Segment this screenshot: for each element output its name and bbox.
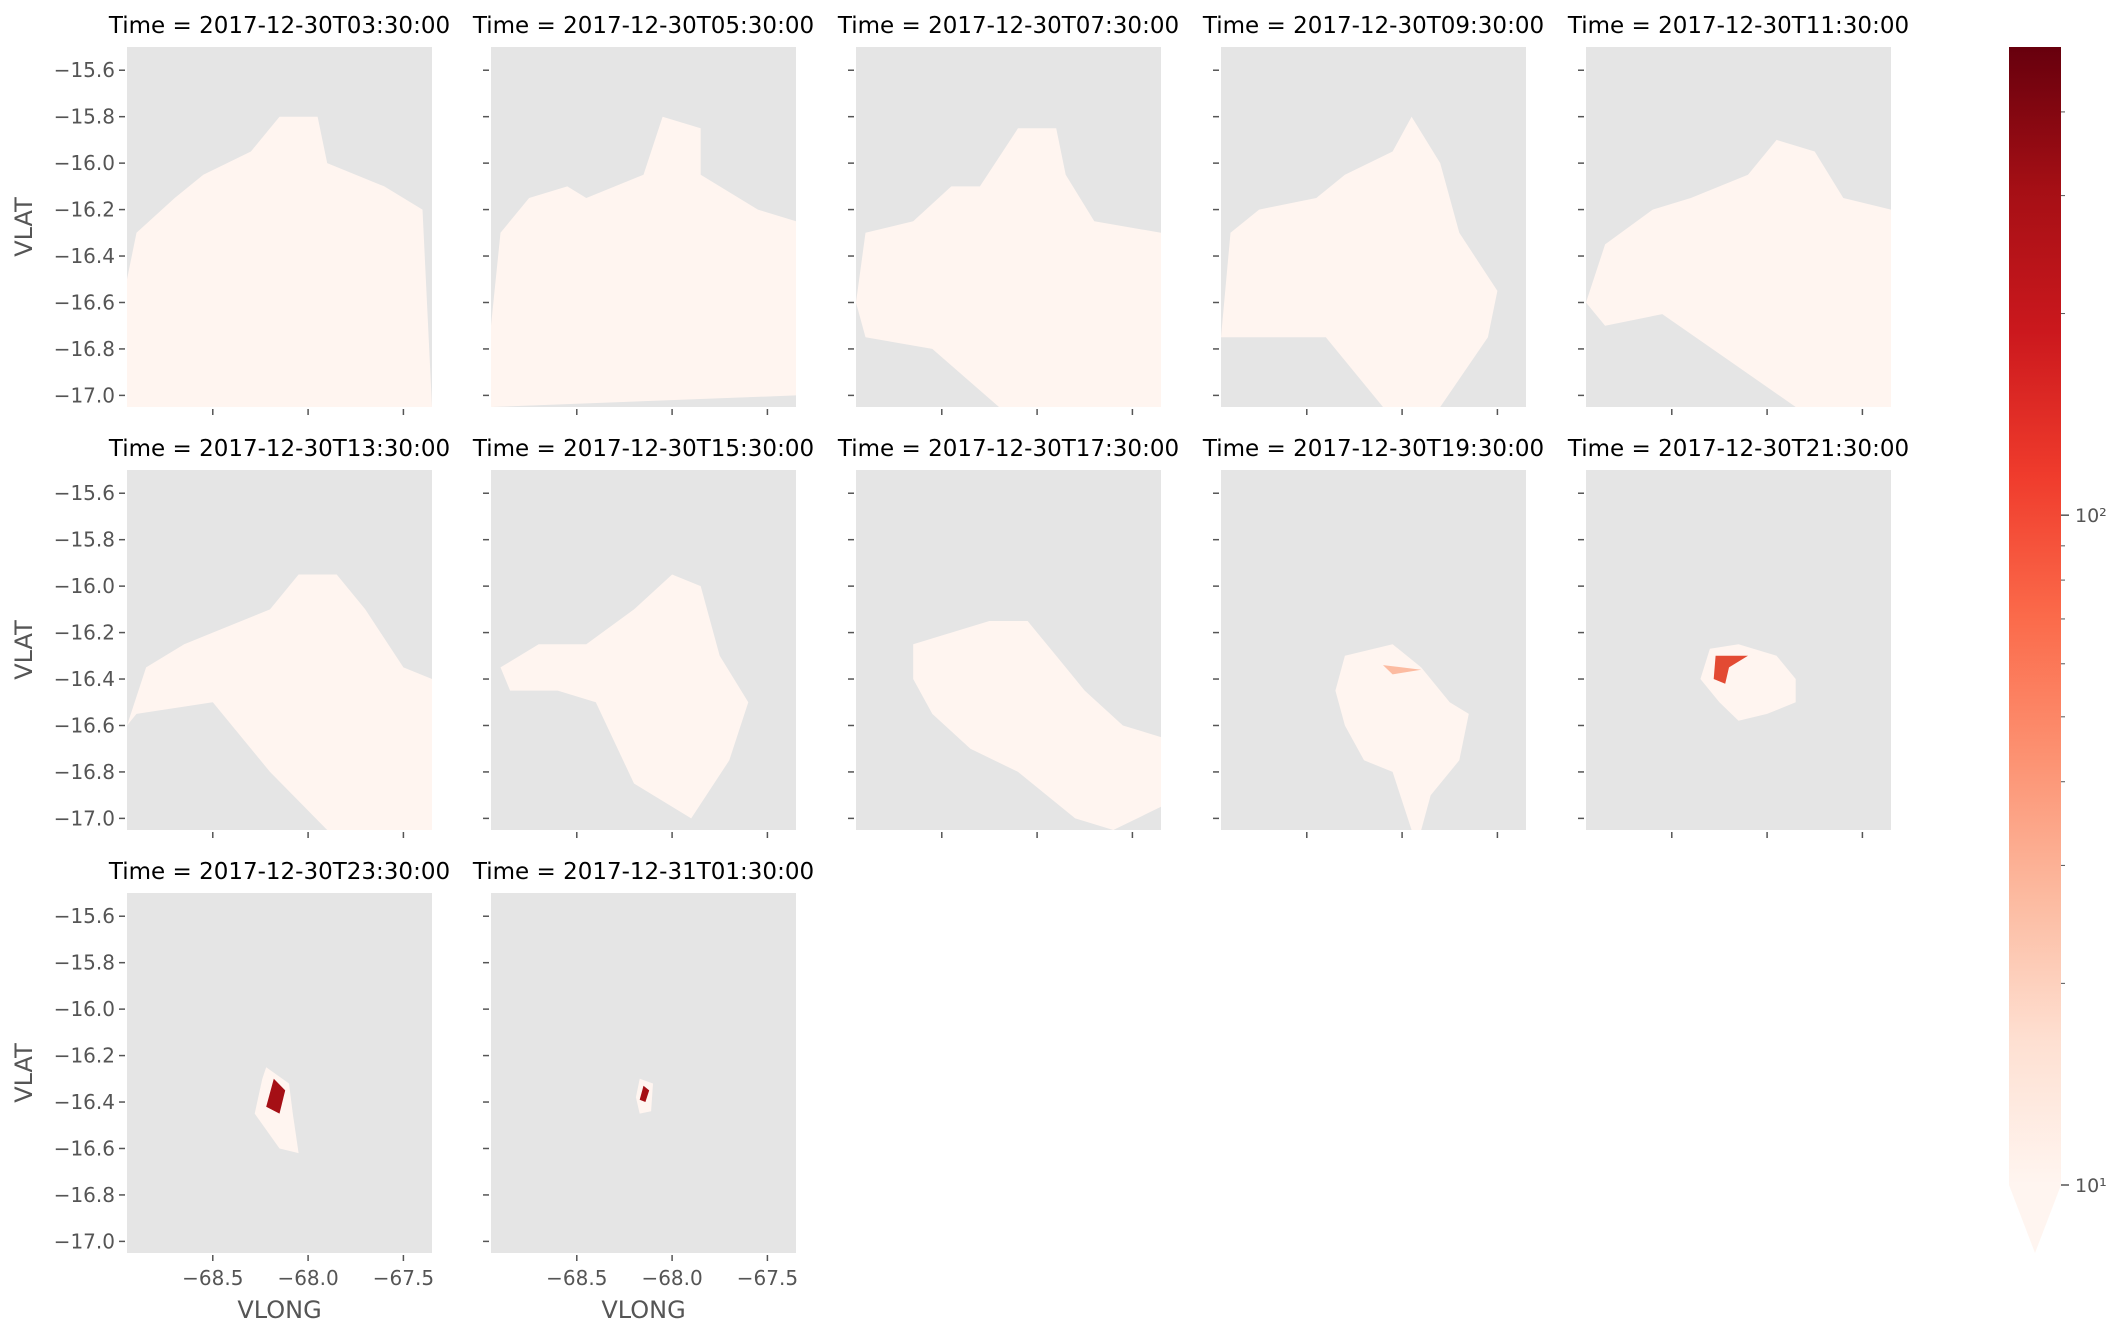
panel-title: Time = 2017-12-30T05:30:00 xyxy=(472,13,814,39)
facet-panel: Time = 2017-12-30T07:30:00 xyxy=(837,13,1179,415)
data-core xyxy=(1713,655,1748,684)
x-tick-label: −68.5 xyxy=(182,1266,243,1290)
y-tick-label: −16.8 xyxy=(54,337,115,361)
data-footprint xyxy=(1586,139,1891,407)
panel-title: Time = 2017-12-30T07:30:00 xyxy=(837,13,1179,39)
data-footprint xyxy=(127,116,432,407)
plot-area xyxy=(491,893,796,1253)
x-tick-label: −68.0 xyxy=(277,1266,338,1290)
facet-panel: Time = 2017-12-30T11:30:00 xyxy=(1567,13,1909,415)
y-tick-label: −16.0 xyxy=(54,151,115,175)
y-tick-label: −15.6 xyxy=(54,481,115,505)
facet-panel: Time = 2017-12-30T17:30:00 xyxy=(837,436,1179,838)
x-tick-label: −67.5 xyxy=(373,1266,434,1290)
panel-title: Time = 2017-12-30T23:30:00 xyxy=(108,859,450,885)
x-tick-label: −68.0 xyxy=(641,1266,702,1290)
colorbar-tick-label: 10¹ xyxy=(2075,1175,2107,1197)
y-tick-label: −16.8 xyxy=(54,1183,115,1207)
y-tick-label: −16.2 xyxy=(54,198,115,222)
data-core xyxy=(1383,665,1422,675)
facet-panel: Time = 2017-12-30T15:30:00 xyxy=(472,436,814,838)
y-tick-label: −16.6 xyxy=(54,713,115,737)
facet-panels: Time = 2017-12-30T03:30:00 −15.6 −15.8 −16.… xyxy=(10,13,1909,1324)
panel-title: Time = 2017-12-30T11:30:00 xyxy=(1567,13,1909,39)
y-tick-label: −16.2 xyxy=(54,1044,115,1068)
y-tick-label: −17.0 xyxy=(54,383,115,407)
panel-title: Time = 2017-12-30T19:30:00 xyxy=(1202,436,1544,462)
facet-panel: Time = 2017-12-30T09:30:00 xyxy=(1202,13,1544,415)
colorbar-gradient-bar xyxy=(2009,47,2061,1185)
y-tick-label: −17.0 xyxy=(54,1229,115,1253)
y-tick-label: −16.2 xyxy=(54,621,115,645)
colorbar: 10¹ 10² xyxy=(2009,47,2107,1253)
data-footprint xyxy=(500,574,749,819)
y-tick-label: −16.4 xyxy=(54,1090,115,1114)
panel-title: Time = 2017-12-30T03:30:00 xyxy=(108,13,450,39)
data-footprint xyxy=(491,116,796,407)
y-tick-label: −16.4 xyxy=(54,244,115,268)
facet-panel: Time = 2017-12-30T03:30:00 −15.6 −15.8 −16.… xyxy=(10,13,450,415)
data-footprint xyxy=(1335,644,1469,830)
y-axis-label: VLAT xyxy=(10,620,38,680)
x-tick-label: −68.5 xyxy=(546,1266,607,1290)
y-tick-label: −15.6 xyxy=(54,904,115,928)
y-axis-label: VLAT xyxy=(10,197,38,257)
data-core xyxy=(266,1078,286,1114)
panel-title: Time = 2017-12-30T13:30:00 xyxy=(108,436,450,462)
y-tick-label: −16.8 xyxy=(54,760,115,784)
data-footprint xyxy=(913,621,1161,830)
panel-title: Time = 2017-12-30T17:30:00 xyxy=(837,436,1179,462)
panel-title: Time = 2017-12-31T01:30:00 xyxy=(472,859,814,885)
y-axis-label: VLAT xyxy=(10,1043,38,1103)
y-tick-label: −16.4 xyxy=(54,667,115,691)
panel-title: Time = 2017-12-30T09:30:00 xyxy=(1202,13,1544,39)
y-tick-label: −15.8 xyxy=(54,951,115,975)
panel-title: Time = 2017-12-30T21:30:00 xyxy=(1567,436,1909,462)
x-axis-label: VLONG xyxy=(237,1296,321,1324)
facet-panel: Time = 2017-12-30T21:30:00 xyxy=(1567,436,1909,838)
colorbar-tick-label: 10² xyxy=(2075,505,2107,527)
x-axis-label: VLONG xyxy=(601,1296,685,1324)
data-footprint xyxy=(856,128,1161,408)
facet-panel: Time = 2017-12-30T13:30:00 −15.6 −15.8 −16.… xyxy=(10,436,450,838)
y-tick-label: −17.0 xyxy=(54,806,115,830)
y-tick-label: −15.8 xyxy=(54,105,115,129)
panel-title: Time = 2017-12-30T15:30:00 xyxy=(472,436,814,462)
data-core xyxy=(639,1085,650,1102)
facet-panel: Time = 2017-12-30T05:30:00 xyxy=(472,13,814,415)
facet-panel: Time = 2017-12-30T23:30:00 −15.6 −15.8 −16.… xyxy=(10,859,450,1324)
facet-panel: Time = 2017-12-30T19:30:00 xyxy=(1202,436,1544,838)
data-footprint xyxy=(127,574,432,830)
y-tick-label: −16.0 xyxy=(54,997,115,1021)
facet-panel: Time = 2017-12-31T01:30:00 −68.5 −68.0 −67.… xyxy=(472,859,814,1324)
x-tick-label: −67.5 xyxy=(737,1266,798,1290)
data-footprint xyxy=(1221,116,1498,407)
plot-area xyxy=(127,893,432,1253)
y-tick-label: −16.6 xyxy=(54,1136,115,1160)
y-tick-label: −15.8 xyxy=(54,528,115,552)
colorbar-extend-min xyxy=(2009,1185,2061,1253)
y-tick-label: −16.0 xyxy=(54,574,115,598)
y-tick-label: −15.6 xyxy=(54,58,115,82)
y-tick-label: −16.6 xyxy=(54,290,115,314)
